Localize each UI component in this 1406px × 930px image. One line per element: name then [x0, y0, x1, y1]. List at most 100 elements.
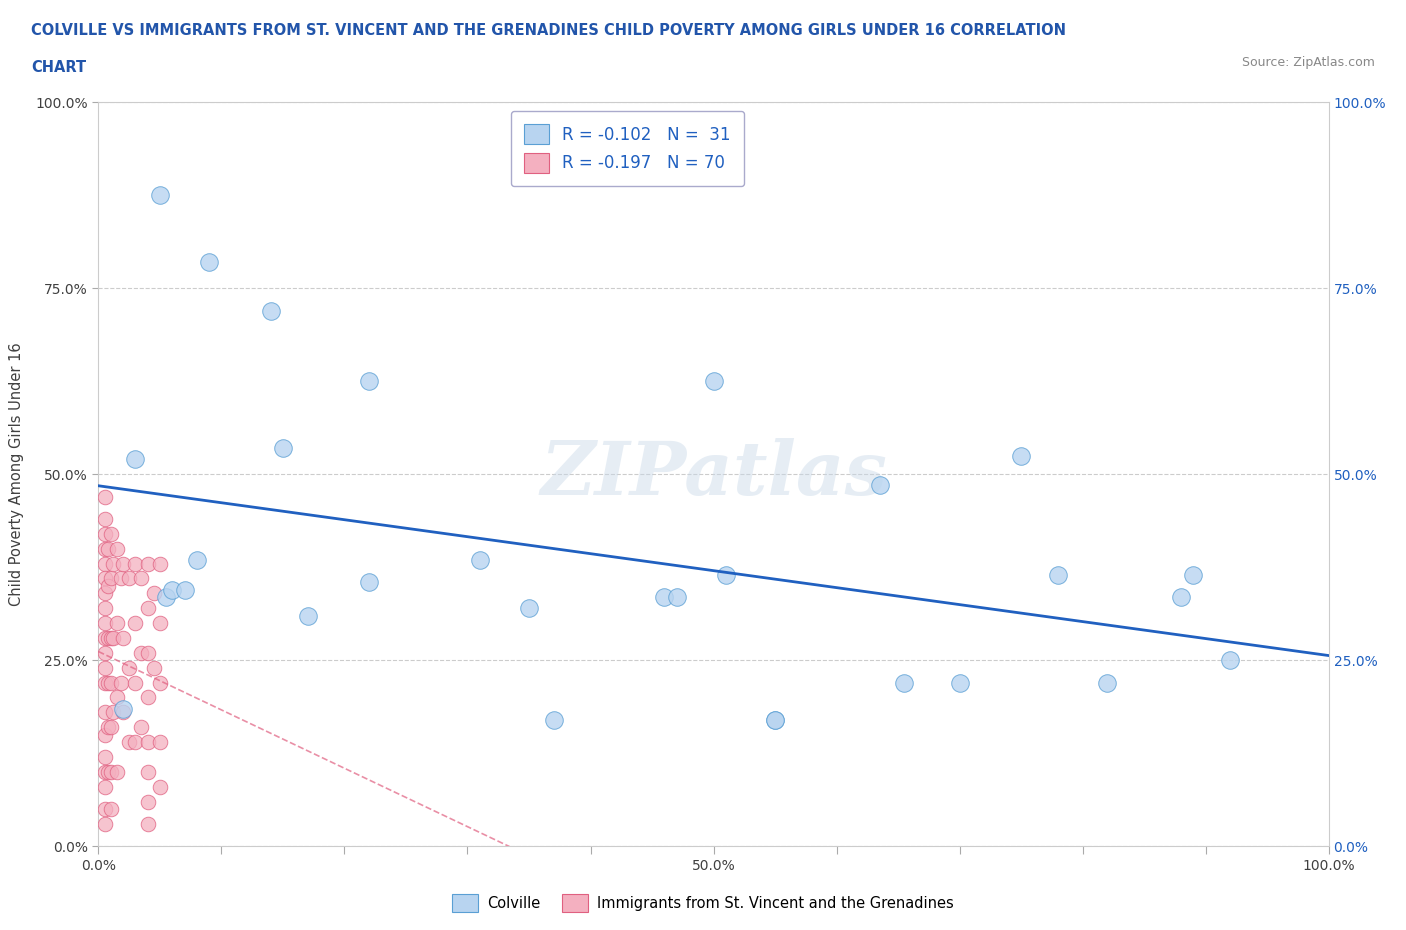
Point	[93, 541, 115, 556]
Point	[105, 541, 128, 556]
Point	[93, 586, 115, 601]
Point	[703, 374, 725, 389]
Point	[110, 571, 132, 586]
Point	[149, 556, 172, 571]
Point	[93, 802, 115, 817]
Point	[297, 608, 319, 623]
Point	[100, 764, 122, 779]
Point	[97, 720, 120, 735]
Point	[893, 675, 915, 690]
Point	[97, 764, 120, 779]
Text: COLVILLE VS IMMIGRANTS FROM ST. VINCENT AND THE GRENADINES CHILD POVERTY AMONG G: COLVILLE VS IMMIGRANTS FROM ST. VINCENT …	[31, 23, 1066, 38]
Point	[186, 552, 208, 567]
Point	[124, 556, 146, 571]
Point	[198, 255, 221, 270]
Point	[93, 764, 115, 779]
Point	[149, 779, 172, 794]
Point	[100, 720, 122, 735]
Point	[359, 575, 381, 590]
Point	[97, 631, 120, 645]
Point	[93, 727, 115, 742]
Text: ZIPatlas: ZIPatlas	[540, 438, 887, 511]
Point	[103, 631, 125, 645]
Point	[118, 660, 141, 675]
Point	[359, 374, 381, 389]
Point	[93, 631, 115, 645]
Point	[112, 556, 135, 571]
Point	[949, 675, 972, 690]
Point	[714, 567, 737, 582]
Point	[136, 556, 159, 571]
Point	[93, 705, 115, 720]
Point	[105, 764, 128, 779]
Point	[93, 645, 115, 660]
Point	[112, 705, 135, 720]
Point	[93, 556, 115, 571]
Point	[136, 735, 159, 750]
Point	[112, 701, 135, 716]
Point	[763, 712, 786, 727]
Point	[142, 586, 165, 601]
Point	[260, 303, 283, 318]
Point	[100, 526, 122, 541]
Point	[869, 478, 891, 493]
Point	[131, 645, 153, 660]
Point	[173, 582, 195, 597]
Text: Source: ZipAtlas.com: Source: ZipAtlas.com	[1241, 56, 1375, 69]
Point	[93, 571, 115, 586]
Point	[93, 750, 115, 764]
Point	[131, 571, 153, 586]
Point	[149, 675, 172, 690]
Point	[124, 616, 146, 631]
Point	[100, 802, 122, 817]
Point	[93, 526, 115, 541]
Point	[93, 601, 115, 616]
Point	[124, 735, 146, 750]
Point	[124, 675, 146, 690]
Point	[136, 645, 159, 660]
Point	[110, 675, 132, 690]
Y-axis label: Child Poverty Among Girls Under 16: Child Poverty Among Girls Under 16	[10, 342, 24, 606]
Point	[468, 552, 491, 567]
Point	[1046, 567, 1070, 582]
Point	[136, 601, 159, 616]
Point	[105, 616, 128, 631]
Point	[131, 720, 153, 735]
Point	[1097, 675, 1119, 690]
Point	[100, 631, 122, 645]
Point	[93, 512, 115, 526]
Point	[149, 735, 172, 750]
Legend: R = -0.102   N =  31, R = -0.197   N = 70: R = -0.102 N = 31, R = -0.197 N = 70	[510, 111, 744, 186]
Point	[93, 616, 115, 631]
Point	[149, 188, 172, 203]
Point	[162, 582, 183, 597]
Point	[136, 794, 159, 809]
Legend: Colville, Immigrants from St. Vincent and the Grenadines: Colville, Immigrants from St. Vincent an…	[446, 888, 960, 918]
Point	[1182, 567, 1205, 582]
Point	[136, 690, 159, 705]
Point	[93, 660, 115, 675]
Point	[271, 441, 294, 456]
Point	[136, 764, 159, 779]
Point	[97, 578, 120, 593]
Point	[1010, 448, 1032, 463]
Point	[93, 817, 115, 831]
Point	[124, 452, 146, 467]
Point	[543, 712, 565, 727]
Point	[118, 571, 141, 586]
Point	[149, 616, 172, 631]
Point	[100, 675, 122, 690]
Point	[155, 590, 177, 604]
Point	[1170, 590, 1192, 604]
Point	[118, 735, 141, 750]
Point	[97, 675, 120, 690]
Point	[93, 779, 115, 794]
Text: CHART: CHART	[31, 60, 86, 75]
Point	[112, 631, 135, 645]
Point	[103, 556, 125, 571]
Point	[665, 590, 688, 604]
Point	[763, 712, 786, 727]
Point	[100, 571, 122, 586]
Point	[654, 590, 676, 604]
Point	[93, 489, 115, 504]
